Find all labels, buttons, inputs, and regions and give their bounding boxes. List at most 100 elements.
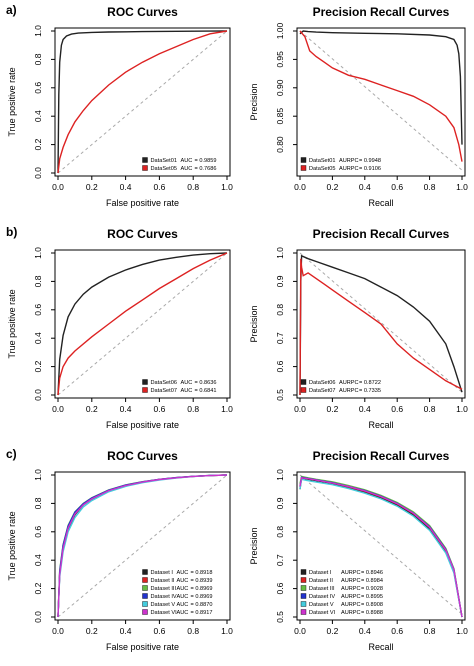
y-axis-label: Precision [249, 305, 259, 342]
series-line-dataset06 [57, 252, 228, 396]
chart-title: Precision Recall Curves [313, 5, 450, 19]
legend-metric: AURPC [339, 388, 359, 394]
legend-metric: AUC [177, 586, 189, 592]
legend-swatch [142, 601, 148, 607]
x-tick-label: 0.4 [120, 626, 132, 636]
x-tick-label: 0.2 [326, 404, 338, 414]
series-line-dataset-vi [299, 477, 463, 618]
y-tick-label: 0.90 [275, 79, 285, 96]
legend-name: DataSet01 [151, 158, 177, 164]
legend-name: Dataset II [151, 578, 175, 584]
legend-name: Dataset I [151, 570, 174, 576]
legend-name: DataSet06 [309, 380, 335, 386]
legend-name: DataSet06 [151, 380, 177, 386]
legend-swatch [142, 569, 148, 575]
reference-line [299, 30, 463, 171]
x-tick-label: 1.0 [221, 626, 233, 636]
legend-equals: = 0.8946 [361, 570, 383, 576]
y-tick-label: 0.8 [275, 304, 285, 316]
y-tick-label: 1.0 [33, 25, 43, 37]
legend-name: DataSet05 [309, 166, 335, 172]
x-tick-label: 1.0 [456, 404, 468, 414]
legend: DataSet01 AUC = 0.9859 DataSet05 AUC = 0.7686 [142, 157, 217, 172]
legend-metric: AURPC [341, 586, 361, 592]
x-tick-label: 1.0 [456, 626, 468, 636]
legend-swatch [300, 577, 307, 583]
legend: DataSet06 AURPC = 0.8722 DataSet07 AURPC = 0.… [300, 379, 381, 394]
legend-metric: AURPC [341, 610, 361, 616]
chart-title: ROC Curves [107, 227, 178, 241]
pr-panel: Precision Recall Curves Recall Precision 0.… [249, 449, 468, 652]
legend: DataSet01 AURPC = 0.9948 DataSet05 AURPC = 0.… [300, 157, 381, 172]
legend: DataSet06 AUC = 0.8636 DataSet07 AUC = 0.6841 [142, 379, 217, 394]
legend-metric: AUC [181, 380, 193, 386]
x-tick-label: 0.6 [153, 404, 165, 414]
legend-equals: = 0.8908 [361, 602, 383, 608]
series-line-dataset-vi [57, 474, 228, 618]
x-tick-label: 0.8 [187, 626, 199, 636]
x-tick-label: 0.8 [187, 182, 199, 192]
legend-swatch [142, 387, 148, 393]
plot-frame [296, 249, 466, 399]
x-tick-label: 0.4 [359, 626, 371, 636]
x-tick-label: 0.0 [52, 404, 64, 414]
legend-equals: = 0.8636 [195, 380, 217, 386]
series-line-dataset01 [57, 30, 228, 174]
legend-name: Dataset IV [151, 594, 177, 600]
series-line-dataset07 [57, 252, 228, 396]
x-tick-label: 1.0 [221, 404, 233, 414]
legend-swatch [300, 569, 307, 575]
x-axis-label: False positive rate [106, 642, 179, 652]
x-tick-label: 0.2 [326, 182, 338, 192]
legend-metric: AUC [177, 610, 189, 616]
pr-panel: Precision Recall Curves Recall Precision 0.… [249, 5, 468, 208]
legend-equals: = 0.8969 [191, 594, 213, 600]
y-tick-label: 0.8 [33, 53, 43, 65]
plot-frame [296, 471, 466, 621]
legend-swatch [142, 165, 148, 171]
figure-row-a: a) ROC Curves False positive rate True posi… [6, 3, 468, 208]
y-tick-label: 0.9 [275, 497, 285, 509]
legend-swatch [300, 387, 307, 393]
y-tick-label: 1.0 [33, 469, 43, 481]
y-tick-label: 0.5 [275, 611, 285, 623]
legend-metric: AUC [181, 166, 193, 172]
x-tick-label: 0.6 [391, 626, 403, 636]
x-tick-label: 0.4 [120, 404, 132, 414]
legend-equals: = 0.9859 [195, 158, 217, 164]
row-label: a) [6, 3, 17, 17]
y-axis-label: True positive rate [7, 67, 17, 136]
y-tick-label: 1.0 [33, 247, 43, 259]
x-tick-label: 0.0 [294, 404, 306, 414]
legend-name: Dataset VI [151, 610, 178, 616]
y-tick-label: 0.8 [275, 526, 285, 538]
legend-swatch [142, 585, 148, 591]
series-line-dataset07 [299, 258, 463, 396]
legend-metric: AURPC [341, 602, 361, 608]
legend-metric: AUC [177, 578, 189, 584]
legend-equals: = 0.7686 [195, 166, 217, 172]
legend-equals: = 0.9028 [361, 586, 383, 592]
roc-panel: ROC Curves False positive rate True positi… [7, 5, 233, 208]
y-tick-label: 0.4 [33, 554, 43, 566]
legend-metric: AURPC [339, 158, 359, 164]
x-tick-label: 0.0 [52, 182, 64, 192]
legend-swatch [142, 609, 148, 615]
legend-metric: AUC [177, 602, 189, 608]
y-tick-label: 1.0 [275, 247, 285, 259]
legend-metric: AURPC [341, 578, 361, 584]
legend-equals: = 0.8918 [191, 570, 213, 576]
x-axis-label: False positive rate [106, 198, 179, 208]
reference-line [299, 252, 463, 393]
x-tick-label: 0.6 [153, 182, 165, 192]
legend-swatch [142, 593, 148, 599]
chart-title: Precision Recall Curves [313, 227, 450, 241]
legend-swatch [142, 577, 148, 583]
plot-frame [54, 27, 231, 177]
y-tick-label: 0.6 [275, 582, 285, 594]
y-tick-label: 0.5 [275, 389, 285, 401]
legend-swatch [300, 585, 307, 591]
